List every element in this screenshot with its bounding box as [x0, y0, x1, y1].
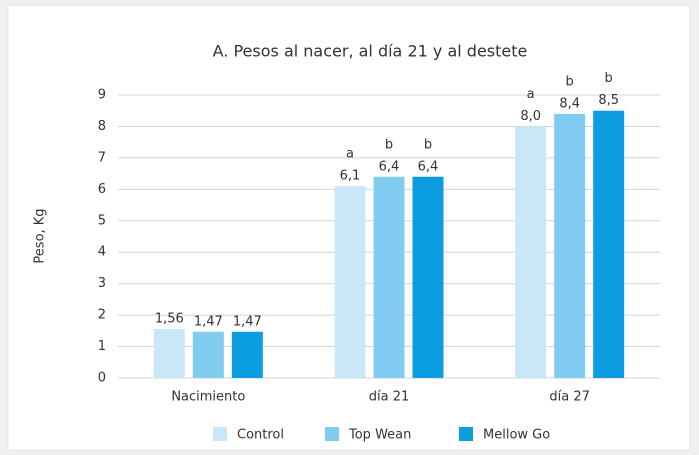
y-tick-label: 1: [98, 339, 106, 354]
legend-label: Control: [237, 428, 284, 443]
y-tick-label: 6: [98, 182, 106, 197]
x-tick-label: día 27: [549, 390, 590, 405]
y-tick-label: 8: [98, 119, 106, 134]
significance-letter: b: [566, 74, 574, 89]
data-label: 6,4: [418, 159, 439, 174]
data-label: 8,4: [559, 96, 580, 111]
y-tick-label: 2: [98, 308, 106, 323]
legend-label: Top Wean: [348, 428, 411, 443]
significance-letter: b: [424, 137, 432, 152]
y-tick-label: 7: [98, 150, 106, 165]
bar: [554, 113, 586, 378]
bar: [373, 176, 405, 378]
significance-letter: b: [605, 71, 613, 86]
bar: [231, 331, 263, 378]
x-tick-label: Nacimiento: [171, 390, 245, 405]
y-tick-label: 3: [98, 276, 106, 291]
y-tick-label: 4: [98, 245, 106, 260]
chart-title: A. Pesos al nacer, al día 21 y al destet…: [213, 42, 528, 61]
data-label: 1,47: [233, 314, 262, 329]
data-label: 6,4: [379, 159, 400, 174]
significance-letter: a: [527, 87, 535, 102]
bar: [412, 176, 444, 378]
y-tick-label: 5: [98, 213, 106, 228]
data-label: 1,56: [155, 311, 184, 326]
bar: [192, 331, 224, 378]
bar: [153, 328, 185, 378]
x-tick-label: día 21: [369, 390, 410, 405]
data-label: 1,47: [194, 314, 223, 329]
significance-letter: a: [346, 147, 354, 162]
significance-letter: b: [385, 137, 393, 152]
bar: [334, 186, 366, 378]
bar: [593, 110, 625, 378]
data-label: 8,5: [598, 93, 619, 108]
bar: [515, 126, 547, 378]
data-label: 6,1: [340, 169, 361, 184]
data-label: 8,0: [520, 109, 541, 124]
legend-label: Mellow Go: [483, 428, 550, 443]
legend-swatch: [213, 427, 227, 441]
legend-swatch: [325, 427, 339, 441]
y-tick-label: 0: [98, 371, 106, 386]
y-tick-label: 9: [98, 88, 106, 103]
legend-swatch: [459, 427, 473, 441]
y-axis-label: Peso, Kg: [33, 208, 48, 263]
